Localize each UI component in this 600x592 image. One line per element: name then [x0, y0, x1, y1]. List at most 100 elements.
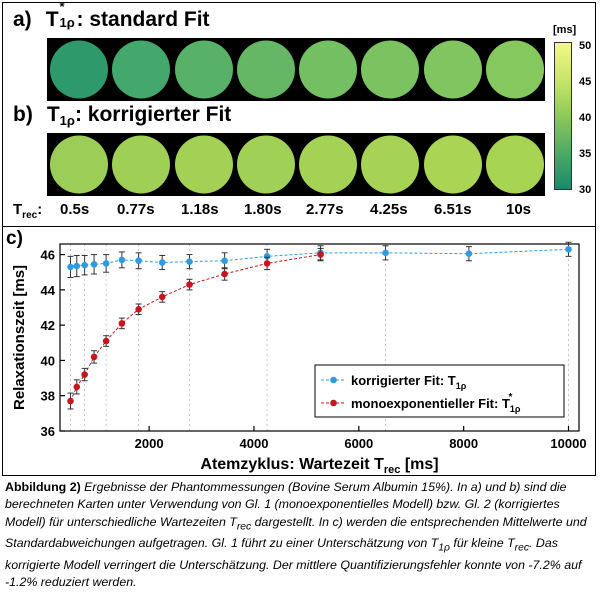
- series-1-point-6: [135, 305, 142, 313]
- series-1-point-7: [158, 293, 166, 301]
- chart-legend: korrigierter Fit: T1ρmonoexponentieller …: [314, 364, 565, 418]
- series-0-point-0: [67, 263, 74, 271]
- standard-fit-map-5: [361, 40, 419, 99]
- trec-value-6: 6.51s: [434, 201, 472, 218]
- corrected-fit-map-0: [50, 135, 108, 194]
- caption-label: Abbildung 2): [5, 480, 81, 494]
- series-1-point-3: [90, 353, 98, 361]
- x-tick-label-2: 6000: [344, 436, 373, 451]
- corrected-fit-map-strip: [47, 133, 545, 196]
- series-0-point-9: [221, 257, 228, 265]
- trec-row: Trec: 0.5s 0.77s 1.18s 1.80s 2.77s 4.25s…: [0, 201, 600, 223]
- legend-box: [314, 364, 565, 418]
- series-0-point-4: [102, 260, 110, 267]
- trec-value-5: 4.25s: [370, 201, 408, 218]
- legend-label-0: korrigierter Fit: T1ρ: [351, 373, 467, 391]
- caption-text-1: Ergebnisse der Phantommessungen (Bovine …: [5, 480, 567, 529]
- trec-value-4: 2.77s: [306, 201, 344, 218]
- colorbar-unit: [ms]: [553, 24, 577, 36]
- colorbar-tick-50: 50: [579, 40, 592, 52]
- legend-label-1: monoexponentieller Fit: T1ρ*: [351, 392, 521, 414]
- y-tick-label-5: 46: [41, 248, 55, 263]
- y-tick-label-2: 40: [41, 353, 55, 368]
- trec-value-0: 0.5s: [60, 201, 90, 218]
- corrected-fit-maps: [50, 135, 544, 194]
- trec-value-3: 1.80s: [244, 201, 282, 218]
- series-1-point-8: [186, 281, 193, 288]
- x-tick-label-4: 10000: [550, 436, 586, 451]
- panel-b-label: b): [13, 103, 33, 126]
- series-1-point-0: [67, 397, 74, 405]
- series-1-line: [70, 254, 321, 402]
- trec-value-2: 1.18s: [181, 201, 219, 218]
- series-1-point-10: [263, 260, 271, 267]
- panel-b-title: b) T1ρ: korrigierter Fit: [13, 104, 231, 127]
- caption-sub-2: 1ρ: [438, 542, 450, 554]
- series-1-point-1: [73, 383, 81, 391]
- series-1-point-11: [317, 251, 324, 258]
- panel-a-title-text: : standard Fit: [76, 8, 210, 31]
- series-0-point-14: [565, 245, 572, 253]
- standard-fit-map-0: [50, 40, 108, 99]
- y-axis-label: Relaxationszeit [ms]: [11, 265, 28, 410]
- x-tick-label-0: 2000: [135, 436, 164, 451]
- plot-frame: [59, 243, 580, 432]
- panel-a-title-sub: 1ρ: [59, 15, 75, 30]
- series-0-point-7: [158, 259, 166, 266]
- series-0-point-1: [73, 262, 81, 270]
- corrected-fit-map-4: [299, 135, 357, 194]
- y-tick-label-4: 44: [41, 283, 56, 298]
- corrected-fit-map-7: [486, 135, 544, 194]
- colorbar-tick-45: 45: [579, 76, 592, 88]
- trec-label: Trec:: [13, 201, 43, 221]
- series-0-point-2: [81, 261, 88, 269]
- corrected-fit-map-5: [361, 135, 419, 194]
- caption-text-3: für kleine T: [449, 536, 515, 551]
- standard-fit-map-2: [175, 40, 233, 99]
- series-0-point-5: [118, 256, 126, 264]
- trec-value-7: 10s: [506, 201, 532, 218]
- panel-a-title-base: T: [45, 8, 59, 31]
- panel-a-title: a) T * 1ρ: standard Fit: [13, 0, 210, 31]
- caption-sub-3: rec: [514, 542, 530, 554]
- panel-divider: [2, 226, 596, 227]
- panel-b-title-text: : korrigierter Fit: [74, 103, 232, 126]
- standard-fit-map-4: [299, 40, 357, 99]
- standard-fit-map-7: [486, 40, 544, 99]
- standard-fit-maps: [50, 40, 544, 99]
- legend-marker-0: [330, 376, 337, 384]
- relaxation-chart: 2000 4000 6000 8000 10000 36 38 40 42 44 46 Atemzyk…: [11, 241, 587, 473]
- figure-frame: [2, 2, 596, 476]
- y-tick-label-0: 36: [41, 424, 55, 439]
- legend-marker-1: [330, 399, 337, 407]
- series-0-point-8: [186, 258, 193, 265]
- trec-value-1: 0.77s: [117, 201, 155, 218]
- figure-caption: Abbildung 2) Ergebnisse der Phantommessu…: [5, 479, 595, 592]
- series-1-point-5: [118, 320, 126, 327]
- colorbar-tick-40: 40: [579, 112, 592, 124]
- colorbar-tick-30: 30: [579, 184, 592, 196]
- x-axis-label: Atemzyklus: Wartezeit Trec [ms]: [200, 456, 438, 473]
- corrected-fit-map-6: [424, 135, 482, 194]
- panel-a-title-sup: *: [59, 0, 65, 14]
- series-1-point-9: [221, 270, 228, 278]
- series-0-point-12: [382, 249, 389, 257]
- caption-text-2: dargestellt. In c) werden die entspreche…: [5, 514, 587, 551]
- series-0-point-3: [90, 260, 98, 268]
- colorbar-tick-35: 35: [579, 148, 592, 160]
- caption-sub-1: rec: [236, 521, 252, 533]
- standard-fit-map-3: [237, 40, 295, 99]
- corrected-fit-map-3: [237, 135, 295, 194]
- panel-a-label: a): [13, 8, 32, 31]
- series-0-point-10: [263, 253, 271, 260]
- series-1-point-4: [102, 337, 110, 345]
- corrected-fit-map-1: [112, 135, 170, 194]
- y-tick-label-3: 42: [41, 318, 55, 333]
- colorbar: [554, 42, 572, 190]
- standard-fit-map-strip: [47, 38, 545, 101]
- standard-fit-map-6: [424, 40, 482, 99]
- series-1-point-2: [81, 371, 88, 378]
- y-tick-label-1: 38: [41, 389, 55, 404]
- x-tick-label-1: 4000: [240, 436, 269, 451]
- corrected-fit-map-2: [175, 135, 233, 194]
